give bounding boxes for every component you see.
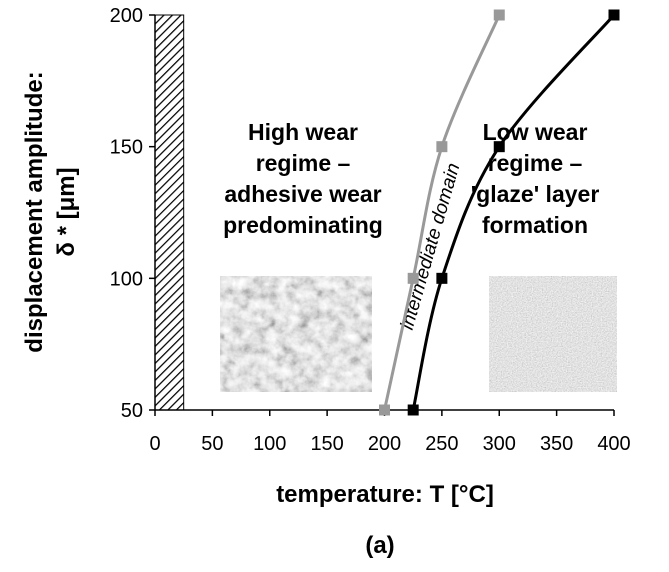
x-tick-label: 350 bbox=[540, 433, 573, 455]
y-axis-label-line: δ * [μm] bbox=[53, 167, 80, 256]
annotation: regime – bbox=[488, 150, 583, 176]
y-tick-label: 150 bbox=[110, 137, 143, 159]
annotation: predominating bbox=[223, 212, 383, 238]
series-line bbox=[411, 14, 616, 411]
y-tick-label: 100 bbox=[110, 268, 143, 290]
micrograph-high-wear bbox=[220, 276, 372, 392]
x-tick-label: 200 bbox=[368, 433, 401, 455]
annotation: 'glaze' layer bbox=[471, 181, 600, 207]
series-line bbox=[383, 14, 501, 411]
y-tick-label: 50 bbox=[121, 400, 143, 422]
y-axis-label: displacement amplitude: δ * [μm] bbox=[21, 71, 80, 352]
x-tick-label: 300 bbox=[483, 433, 516, 455]
annotation: adhesive wear bbox=[224, 181, 381, 207]
x-tick-label: 50 bbox=[201, 433, 223, 455]
series-marker bbox=[407, 404, 419, 416]
x-tick-label: 0 bbox=[149, 433, 160, 455]
annotation: formation bbox=[482, 212, 588, 238]
annotation: High wear bbox=[248, 119, 358, 145]
series-marker bbox=[493, 9, 505, 21]
series-marker bbox=[493, 141, 505, 153]
micrograph-low-wear bbox=[489, 276, 617, 392]
x-tick-label: 150 bbox=[310, 433, 343, 455]
hatched-region bbox=[154, 14, 185, 411]
x-tick-label: 250 bbox=[425, 433, 458, 455]
series-marker bbox=[379, 404, 390, 416]
series-marker bbox=[436, 272, 448, 284]
y-tick-label: 200 bbox=[110, 5, 143, 27]
y-axis-label-line: displacement amplitude: bbox=[21, 71, 48, 352]
series-marker bbox=[436, 141, 448, 153]
x-tick-label: 400 bbox=[597, 433, 630, 455]
series-marker bbox=[608, 9, 620, 21]
caption: (a) bbox=[365, 532, 394, 559]
x-axis-label: temperature: T [°C] bbox=[276, 481, 494, 508]
annotation: Low wear bbox=[483, 119, 588, 145]
series-marker bbox=[407, 272, 419, 284]
x-tick-label: 100 bbox=[253, 433, 286, 455]
annotation: regime – bbox=[256, 150, 351, 176]
